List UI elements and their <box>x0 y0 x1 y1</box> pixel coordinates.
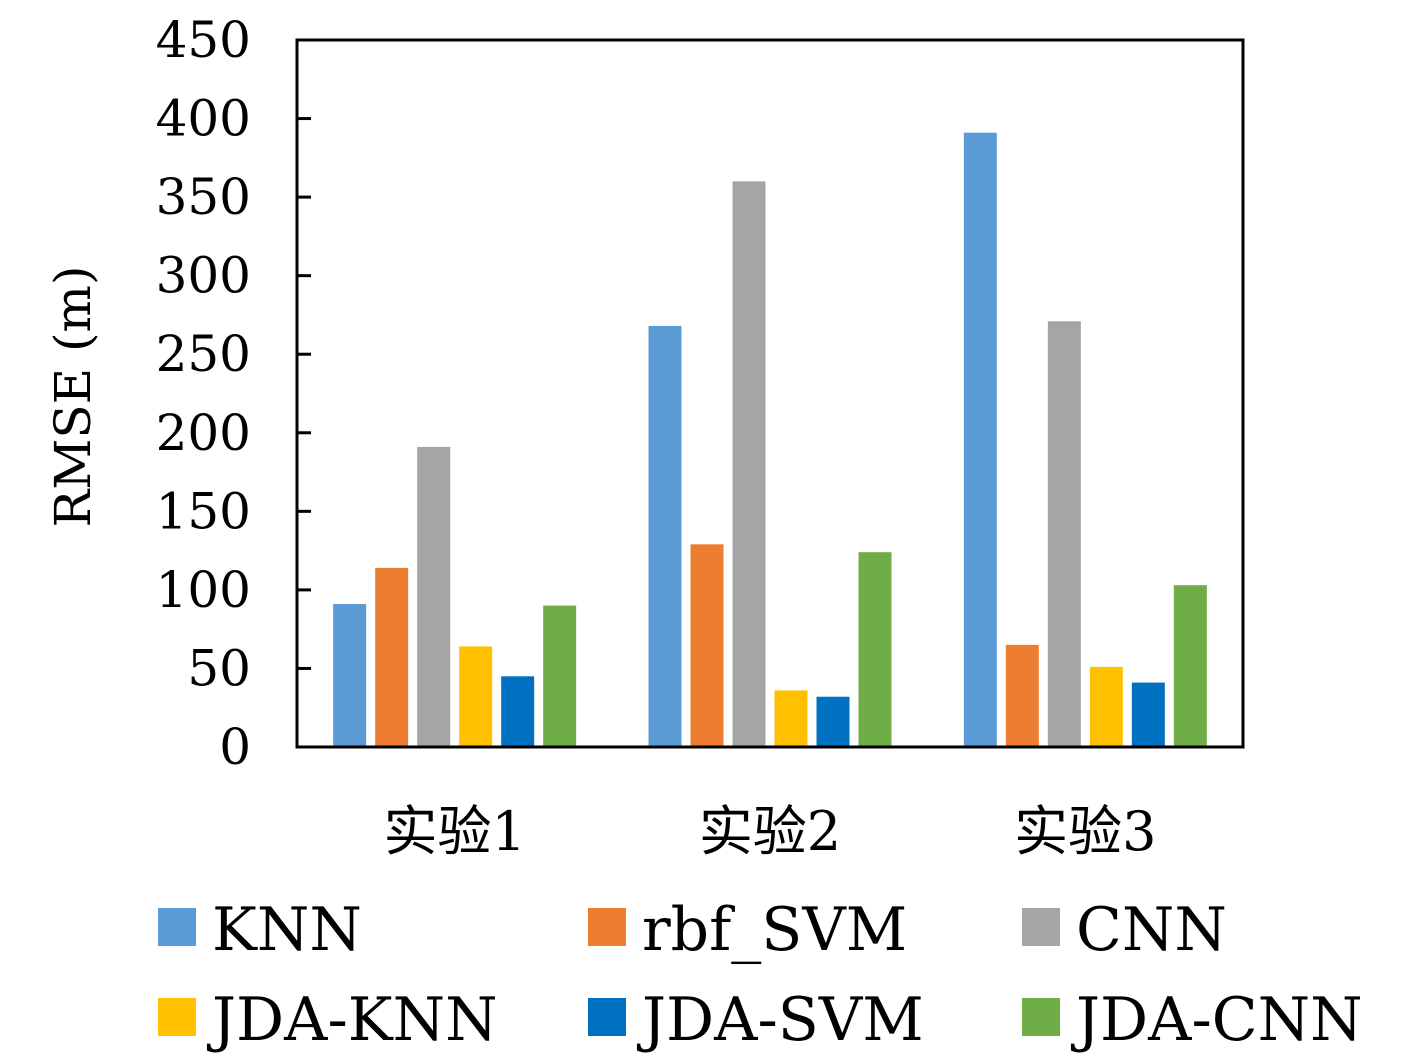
bar-knn-2 <box>648 325 682 747</box>
legend-swatch <box>1022 998 1060 1036</box>
bar-jda-knn-1 <box>459 646 493 747</box>
bar-cnn-3 <box>1047 321 1081 747</box>
bar-jda-cnn-2 <box>858 552 892 747</box>
bar-jda-svm-3 <box>1131 682 1165 747</box>
bar-jda-knn-3 <box>1089 666 1123 747</box>
y-tick-label: 250 <box>156 325 251 383</box>
bar-knn-1 <box>333 604 367 747</box>
legend-label: CNN <box>1076 895 1227 965</box>
y-tick-label: 200 <box>156 404 251 462</box>
bar-jda-svm-2 <box>816 696 850 747</box>
plot-frame <box>295 38 1245 749</box>
bar-jda-cnn-1 <box>543 605 577 747</box>
x-category-label: 实验2 <box>699 800 841 863</box>
y-tick-label: 400 <box>156 90 251 148</box>
bar-jda-knn-2 <box>774 690 808 747</box>
bar-cnn-2 <box>732 181 766 747</box>
legend-label: rbf_SVM <box>642 895 907 965</box>
bar-cnn-1 <box>417 446 451 747</box>
bar-rbf-svm-1 <box>375 567 409 747</box>
bar-rbf-svm-3 <box>1005 644 1039 747</box>
bar-rbf-svm-2 <box>690 544 724 747</box>
legend-label: JDA-SVM <box>636 985 924 1055</box>
legend-label: JDA-CNN <box>1070 985 1363 1055</box>
bars-group <box>333 132 1207 747</box>
y-tick-label: 450 <box>156 11 251 69</box>
y-tick-label: 100 <box>156 561 251 619</box>
y-tick-label: 0 <box>219 718 251 776</box>
x-category-label: 实验3 <box>1014 800 1156 863</box>
legend: KNN rbf_SVM CNN JDA-KNN JDA-SVM JDA-CNN <box>158 895 1363 1055</box>
y-tick-label: 150 <box>156 482 251 540</box>
x-category-label: 实验1 <box>383 800 525 863</box>
y-tick-label: 350 <box>156 168 251 226</box>
bar-knn-3 <box>963 132 997 747</box>
legend-swatch <box>1022 908 1060 946</box>
x-axis-categories: 实验1 实验2 实验3 <box>383 800 1156 863</box>
y-axis-ticks: 0 50 100 150 200 250 300 350 400 450 <box>156 11 311 776</box>
legend-swatch <box>588 908 626 946</box>
legend-swatch <box>158 908 196 946</box>
y-tick-label: 300 <box>156 247 251 305</box>
legend-label: JDA-KNN <box>206 985 498 1055</box>
bar-jda-cnn-3 <box>1173 585 1207 747</box>
bar-jda-svm-1 <box>501 676 535 747</box>
legend-swatch <box>588 998 626 1036</box>
legend-swatch <box>158 998 196 1036</box>
legend-label: KNN <box>212 895 362 965</box>
y-tick-label: 50 <box>187 639 251 697</box>
y-axis-label: RMSE (m) <box>44 266 102 528</box>
